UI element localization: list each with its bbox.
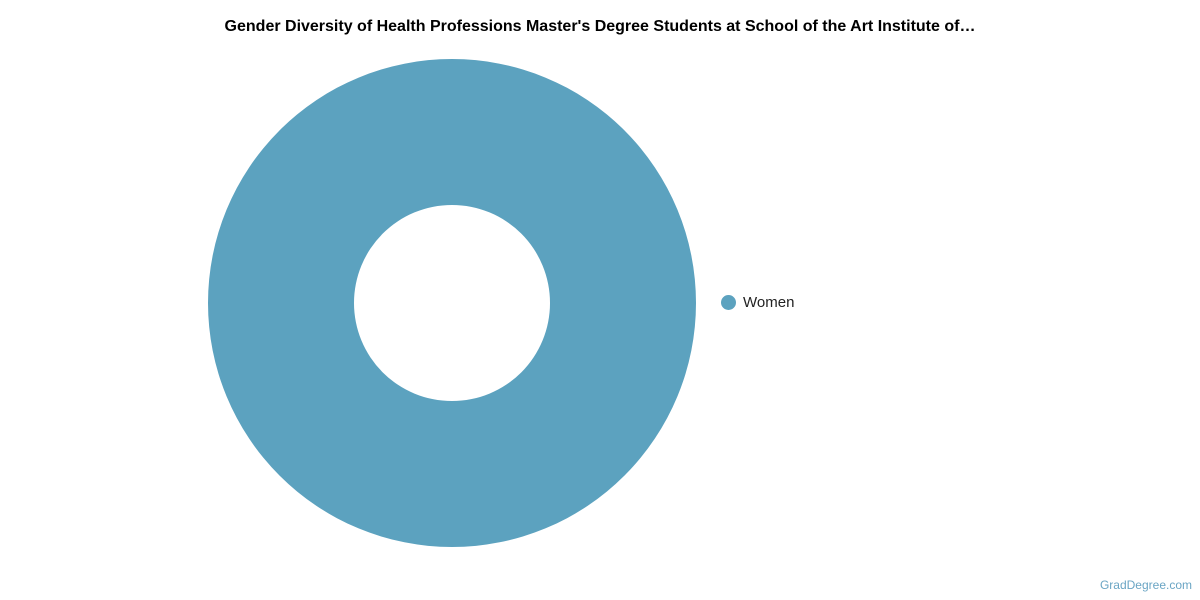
legend-item-women[interactable]: Women [721,294,794,311]
legend-label: Women [743,294,795,311]
legend-swatch [721,295,736,310]
source-credit[interactable]: GradDegree.com [1099,578,1192,592]
chart-title: Gender Diversity of Health Professions M… [224,18,976,35]
slice-women[interactable] [208,59,696,547]
